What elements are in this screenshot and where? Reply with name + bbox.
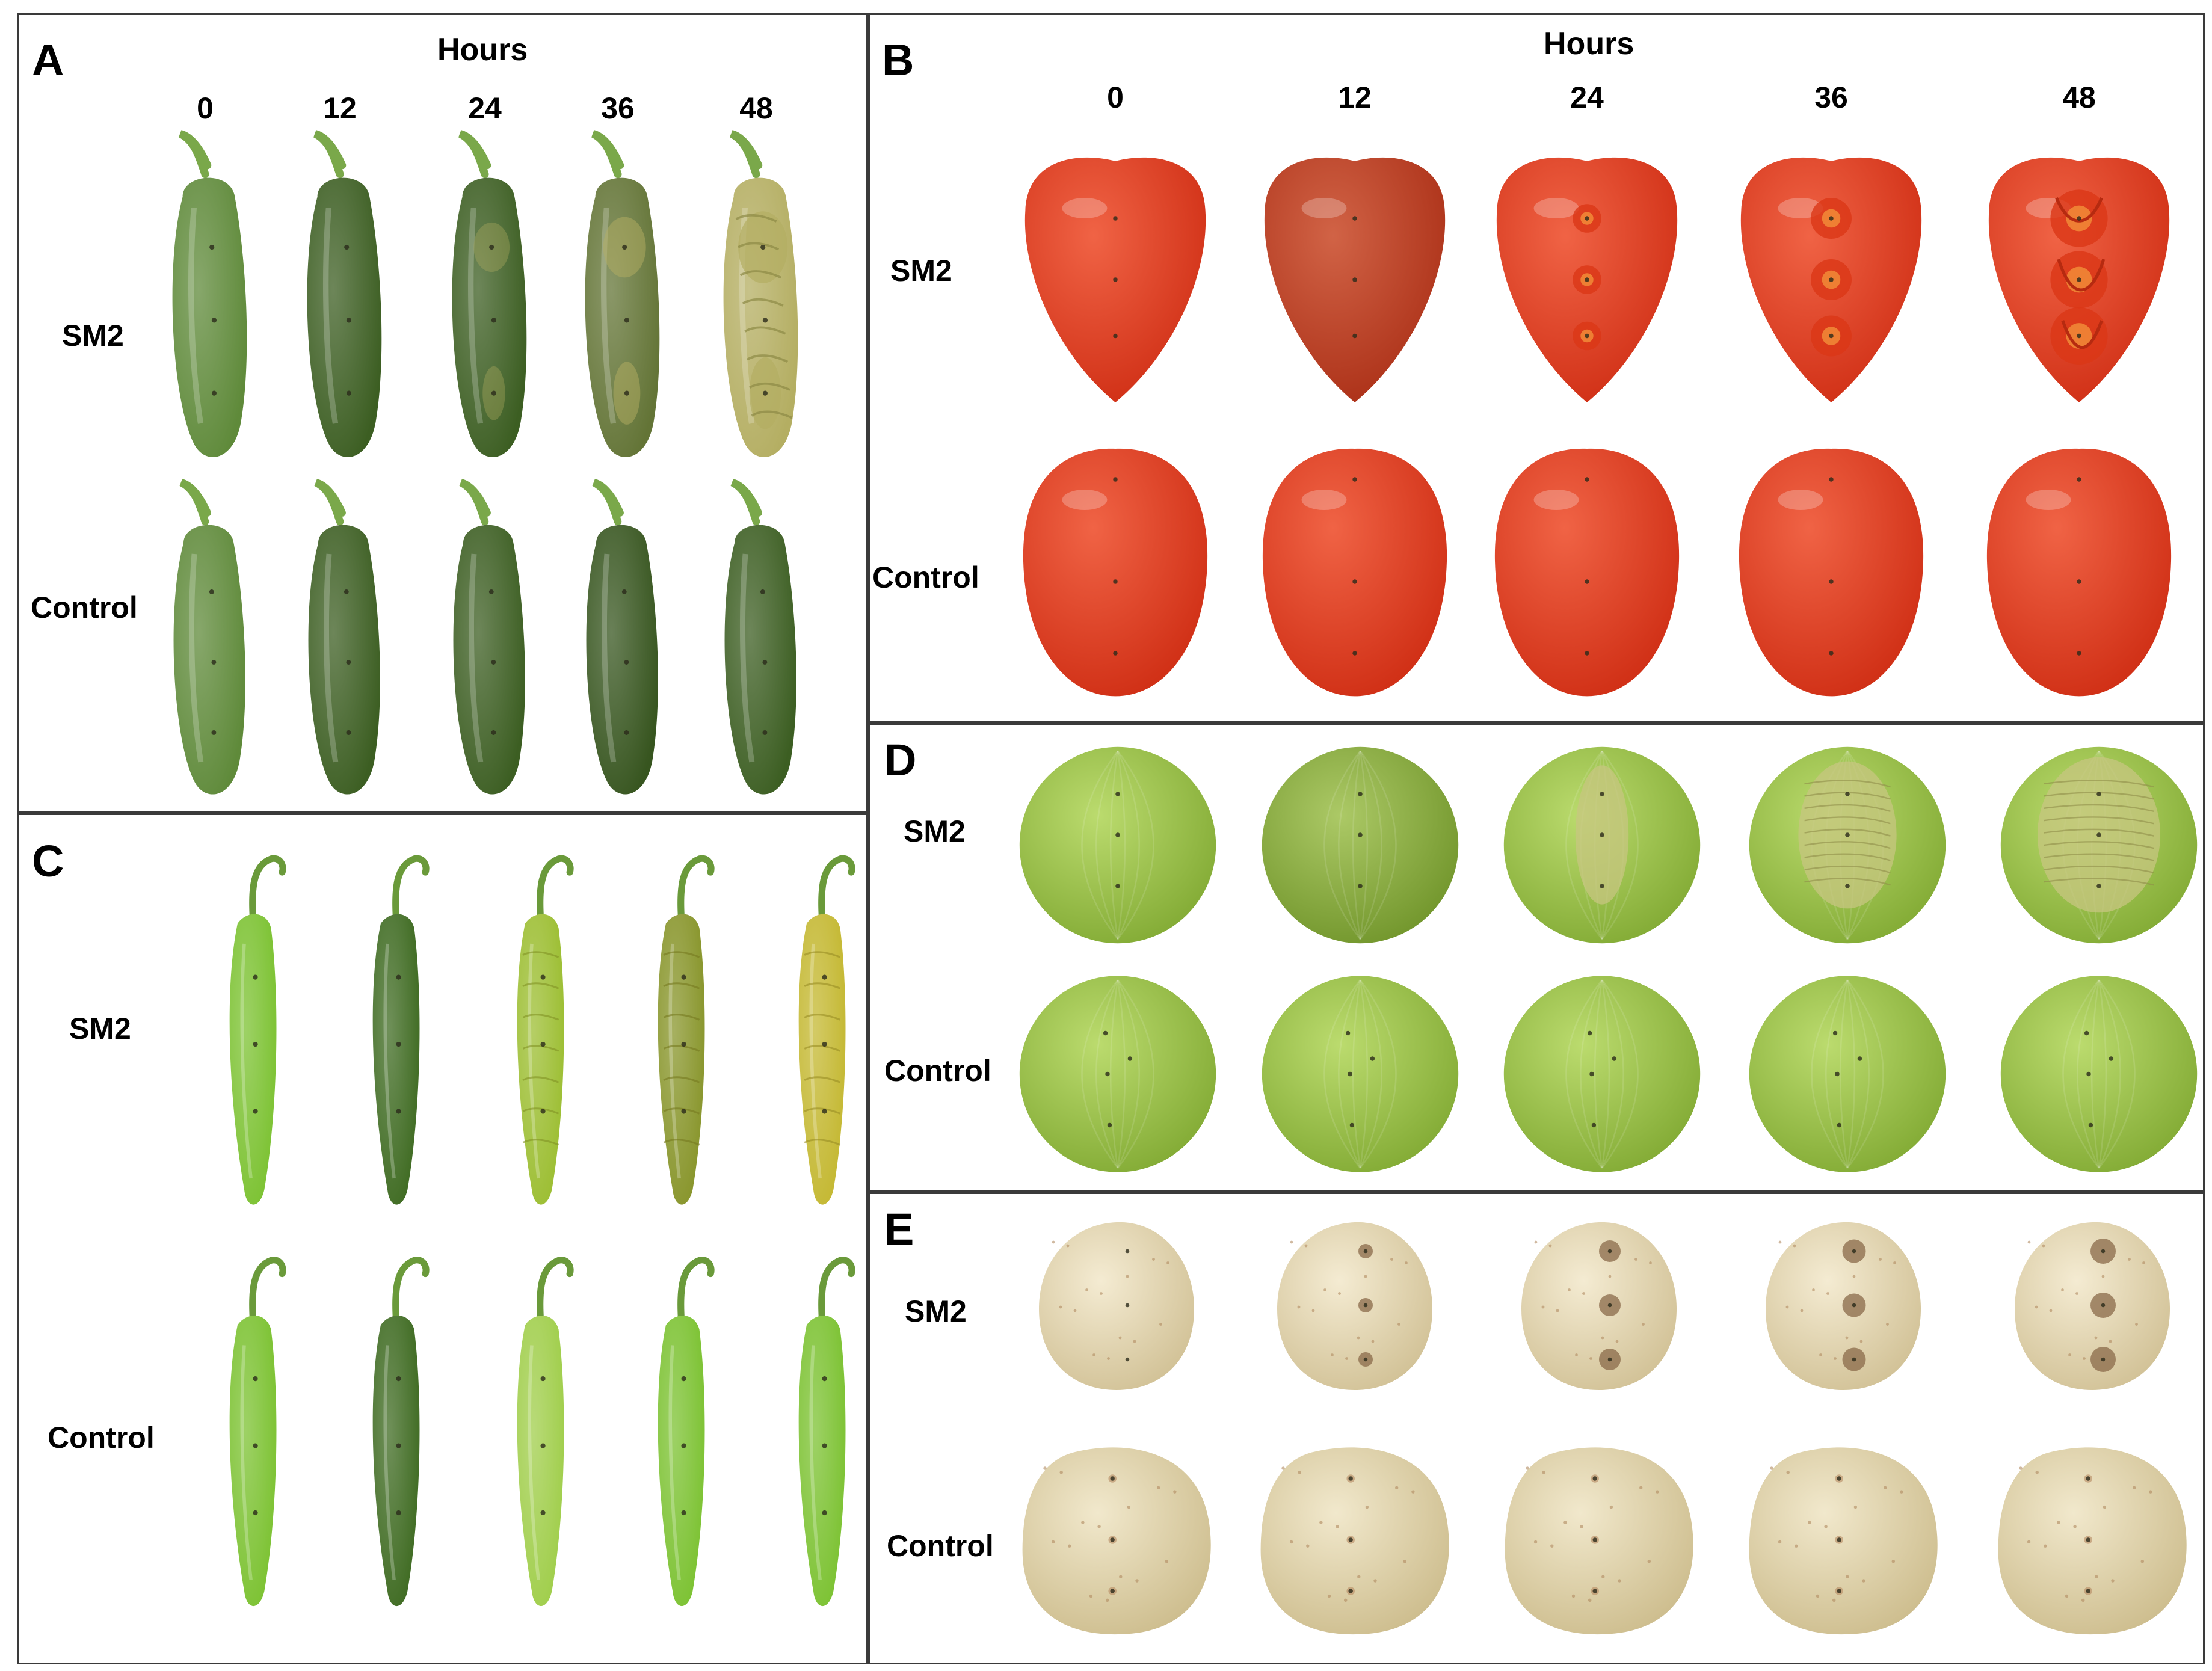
jalapeno-pepper-image-sm2-48h: [723, 130, 798, 458]
serrano-pepper-image-control-36h: [658, 1257, 715, 1607]
jalapeno-pepper-image-control-24h: [453, 479, 525, 795]
tomato-image-sm2-24h: [1496, 157, 1678, 402]
panel-e-potato: E SM2 Control: [868, 1192, 2205, 1664]
tomato-image-control-48h: [1986, 448, 2172, 697]
tomatillo-image-control-36h: [1749, 976, 1946, 1172]
row-label-control: Control: [48, 1421, 155, 1454]
jalapeno-pepper-image-control-0h: [173, 479, 245, 795]
jalapeno-pepper-image-sm2-12h: [307, 130, 382, 458]
jalapeno-pepper-image-control-36h: [586, 479, 658, 795]
time-label-0: 0: [197, 91, 214, 125]
row-label-control: Control: [31, 591, 138, 624]
panel-d-tomatillo: D SM2 Control: [868, 723, 2205, 1192]
tomatillo-image-control-0h: [1019, 976, 1216, 1172]
tomato-image-control-0h: [1023, 448, 1208, 697]
jalapeno-pepper-image-sm2-0h: [172, 130, 247, 458]
tomatillo-image-sm2-36h: [1749, 746, 1946, 944]
time-label-24: 24: [468, 91, 502, 125]
time-label-36: 36: [1814, 81, 1848, 114]
time-label-0: 0: [1107, 81, 1124, 114]
serrano-pepper-image-sm2-0h: [229, 855, 286, 1205]
tomatillo-image-sm2-24h: [1503, 746, 1701, 944]
jalapeno-pepper-image-sm2-24h: [452, 130, 527, 458]
tomato-image-control-36h: [1739, 448, 1924, 697]
jalapeno-pepper-image-control-48h: [724, 479, 796, 795]
row-label-control: Control: [872, 561, 979, 594]
row-label-sm2: SM2: [904, 814, 966, 848]
tomato-image-sm2-12h: [1264, 157, 1446, 402]
potato-image-sm2-24h: [1521, 1222, 1677, 1390]
tomato-image-sm2-36h: [1740, 157, 1922, 402]
tomato-image-control-12h: [1262, 448, 1447, 697]
potato-image-sm2-0h: [1039, 1222, 1194, 1390]
tomatillo-image-control-24h: [1503, 976, 1701, 1172]
tomatillo-image-control-12h: [1262, 976, 1459, 1172]
time-label-36: 36: [601, 91, 635, 125]
panel-letter: D: [884, 735, 917, 785]
panel-letter: A: [32, 35, 64, 85]
serrano-pepper-image-sm2-24h: [517, 855, 574, 1205]
panel-letter: E: [884, 1204, 914, 1254]
potato-image-control-36h: [1749, 1447, 1938, 1635]
tomato-image-control-24h: [1494, 448, 1680, 697]
potato-image-sm2-36h: [1766, 1222, 1921, 1390]
panel-a-jalapeno: A Hours 0 12 24 36 48 SM2 Control: [17, 13, 868, 813]
time-label-12: 12: [323, 91, 357, 125]
serrano-pepper-image-control-48h: [798, 1257, 855, 1607]
row-label-sm2: SM2: [62, 319, 124, 352]
row-label-control: Control: [887, 1529, 994, 1563]
tomatillo-image-control-48h: [2000, 976, 2198, 1172]
tomatillo-image-sm2-12h: [1262, 746, 1459, 944]
tomato-image-sm2-48h: [1988, 157, 2170, 402]
serrano-pepper-image-sm2-48h: [798, 855, 855, 1205]
potato-image-control-12h: [1260, 1447, 1449, 1635]
potato-image-control-48h: [1998, 1447, 2187, 1635]
time-label-48: 48: [739, 91, 773, 125]
time-label-48: 48: [2062, 81, 2096, 114]
tomatillo-image-sm2-0h: [1019, 746, 1216, 944]
row-label-control: Control: [884, 1054, 991, 1088]
hours-title: Hours: [437, 32, 528, 67]
tomato-image-sm2-0h: [1024, 157, 1206, 402]
potato-image-control-24h: [1505, 1447, 1693, 1635]
serrano-pepper-image-control-0h: [229, 1257, 286, 1607]
row-label-sm2: SM2: [905, 1294, 967, 1328]
potato-image-sm2-48h: [2015, 1222, 2170, 1390]
potato-image-sm2-12h: [1277, 1222, 1432, 1390]
row-label-sm2: SM2: [69, 1012, 131, 1045]
tomatillo-image-sm2-48h: [2000, 746, 2198, 944]
potato-image-control-0h: [1022, 1447, 1211, 1635]
panel-letter: C: [32, 836, 64, 886]
serrano-pepper-image-sm2-36h: [658, 855, 715, 1205]
jalapeno-pepper-image-sm2-36h: [585, 130, 660, 458]
jalapeno-pepper-image-control-12h: [308, 479, 380, 795]
hours-title: Hours: [1544, 26, 1634, 61]
serrano-pepper-image-control-12h: [372, 1257, 430, 1607]
row-label-sm2: SM2: [890, 254, 952, 288]
panel-letter: B: [882, 35, 914, 85]
panel-c-serrano: C SM2 Control: [17, 813, 868, 1664]
serrano-pepper-image-control-24h: [517, 1257, 574, 1607]
serrano-pepper-image-sm2-12h: [372, 855, 430, 1205]
panel-b-tomato: B Hours 0 12 24 36 48 SM2 Control: [868, 13, 2205, 723]
time-label-12: 12: [1338, 81, 1372, 114]
time-label-24: 24: [1570, 81, 1604, 114]
